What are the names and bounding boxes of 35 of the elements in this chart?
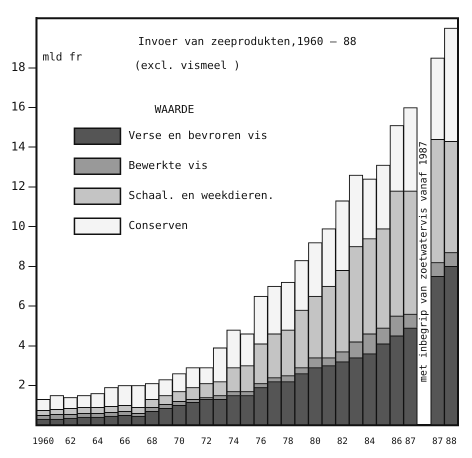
text: Invoer van zeeprodukten,1960 – 88 — [138, 35, 356, 48]
text: (excl. vismeel ) — [134, 59, 240, 72]
x-tick-label: 1960 — [32, 436, 54, 447]
y-tick-label: 14 — [10, 139, 26, 154]
y-tick-label: 6 — [18, 298, 26, 312]
y-tick-label: 18 — [10, 60, 26, 74]
y-tick-label: 4 — [18, 338, 26, 352]
y-tick-label: 16 — [10, 100, 26, 114]
y-tick-label: 10 — [10, 218, 26, 233]
x-tick-label: 66 — [119, 436, 130, 447]
legend-label: Conserven — [128, 219, 188, 232]
x-tick-label: 78 — [282, 436, 294, 447]
legend-label: Bewerkte vis — [128, 159, 208, 172]
y-axis-title: mld fr — [42, 50, 83, 64]
x-tick-label: 87 — [404, 436, 416, 447]
y-tick-label: 12 — [10, 179, 26, 194]
x-tick-label: 76 — [255, 436, 266, 447]
legend-label: Schaal. en weekdieren. — [128, 189, 274, 202]
x-tick-label: 88 — [446, 436, 457, 447]
x-tick-label: 74 — [228, 436, 240, 447]
x-tick-label: 70 — [174, 436, 185, 447]
x-tick-label: 87 — [432, 436, 444, 447]
x-tick-label: 64 — [92, 436, 104, 447]
y-tick-label: 8 — [18, 258, 26, 272]
x-tick-label: 84 — [364, 436, 376, 447]
y-tick-label: 2 — [18, 378, 26, 392]
legend-title: WAARDE — [154, 103, 194, 116]
x-tick-label: 86 — [391, 436, 402, 447]
annotation: met inbegrip van zoetwatervis vanaf 1987 — [418, 141, 430, 382]
x-tick-label: 68 — [146, 436, 158, 447]
x-tick-label: 72 — [201, 436, 212, 447]
x-tick-label: 82 — [336, 436, 348, 447]
x-tick-label: 62 — [65, 436, 76, 447]
legend-label: Verse en bevroren vis — [128, 129, 268, 142]
x-tick-label: 80 — [310, 436, 321, 447]
